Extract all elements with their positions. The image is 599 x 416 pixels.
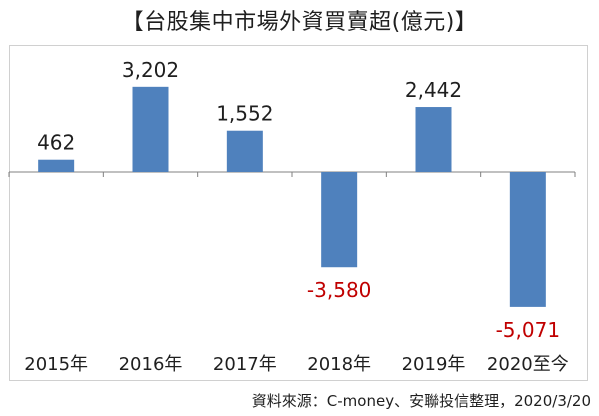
bar-2: [226, 130, 263, 172]
category-label-1: 2016年: [119, 354, 183, 375]
category-label-3: 2018年: [307, 354, 371, 375]
data-label-3: -3,580: [307, 278, 371, 302]
category-label-0: 2015年: [24, 354, 88, 375]
bar-1: [132, 86, 169, 172]
data-label-5: -5,071: [496, 318, 560, 342]
data-label-2: 1,552: [216, 102, 273, 126]
category-label-4: 2019年: [402, 354, 466, 375]
source-note: 資料來源：C-money、安聯投信整理，2020/3/20: [251, 392, 591, 410]
data-label-4: 2,442: [405, 78, 462, 102]
bar-5: [509, 172, 546, 307]
data-label-1: 3,202: [122, 58, 179, 82]
category-label-2: 2017年: [213, 354, 277, 375]
chart-title: 【台股集中市場外資買賣超(億元)】: [121, 10, 478, 35]
bar-0: [38, 159, 75, 172]
data-label-0: 462: [37, 131, 75, 155]
bar-3: [321, 172, 358, 268]
bar-4: [415, 107, 452, 172]
chart-frame: [9, 45, 588, 381]
category-label-5: 2020至今: [487, 354, 569, 375]
